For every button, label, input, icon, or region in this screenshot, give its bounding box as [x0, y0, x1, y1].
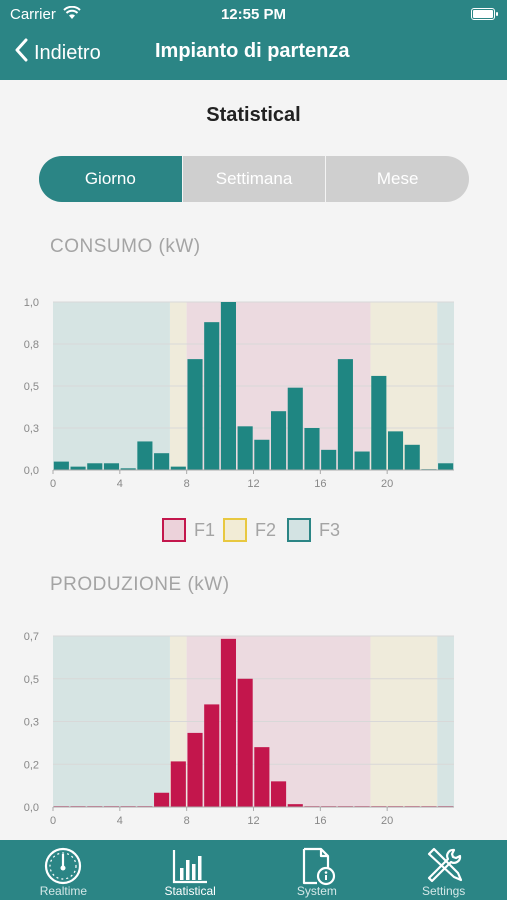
status-bar: Carrier 12:55 PM	[0, 0, 507, 30]
bar	[70, 466, 86, 470]
y-tick-label: 0,0	[24, 465, 39, 477]
bar	[170, 761, 186, 807]
tab-settings[interactable]: Settings	[380, 840, 507, 900]
y-tick-label: 0,5	[24, 674, 39, 686]
legend-swatch-f3	[287, 518, 311, 542]
bar	[254, 747, 270, 807]
wifi-icon	[63, 5, 81, 23]
consumo-chart: 0,0 0,3 0,5 0,8 1,0 0 4 8 12 16 20	[24, 297, 454, 490]
y-tick-label: 0,8	[24, 339, 39, 351]
bar	[170, 466, 186, 470]
y-tick-label: 0,7	[24, 631, 39, 643]
x-tick-label: 0	[50, 478, 56, 490]
back-label: Indietro	[34, 41, 101, 64]
bar	[103, 463, 120, 470]
x-tick-label: 4	[117, 815, 123, 827]
bar	[271, 411, 287, 470]
chevron-left-icon	[14, 38, 28, 68]
tools-icon	[424, 846, 464, 886]
bar	[154, 792, 170, 807]
bar	[404, 444, 420, 470]
tab-label-system: System	[296, 884, 337, 898]
carrier-label: Carrier	[10, 6, 56, 23]
bar	[371, 375, 387, 470]
segment-settimana[interactable]: Settimana	[181, 156, 326, 202]
bar	[120, 468, 136, 470]
back-button[interactable]: Indietro	[14, 38, 101, 68]
y-tick-label: 0,3	[24, 423, 39, 435]
y-tick-label: 0,2	[24, 759, 39, 771]
bar	[87, 463, 103, 470]
legend-swatch-f2	[223, 518, 247, 542]
bar	[237, 678, 253, 807]
consumo-chart-title: CONSUMO (kW)	[50, 236, 201, 257]
legend-item-f2: F2	[223, 515, 276, 545]
y-tick-label: 0,0	[24, 802, 39, 814]
tab-realtime[interactable]: Realtime	[0, 840, 127, 900]
tab-statistical[interactable]: Statistical	[127, 840, 254, 900]
bar	[254, 439, 270, 470]
x-tick-label: 20	[381, 478, 393, 490]
chart-legend: F1 F2 F3	[0, 515, 507, 545]
y-tick-label: 0,3	[24, 717, 39, 729]
tab-label-settings: Settings	[421, 884, 466, 898]
document-info-icon	[297, 846, 337, 886]
tab-label-statistical: Statistical	[164, 884, 216, 898]
bar-chart-icon	[170, 846, 210, 886]
bar	[237, 426, 253, 470]
y-tick-label: 0,5	[24, 381, 39, 393]
x-tick-label: 4	[117, 478, 123, 490]
x-tick-label: 0	[50, 815, 56, 827]
legend-swatch-f1	[162, 518, 186, 542]
x-tick-label: 16	[314, 815, 326, 827]
bar	[187, 359, 203, 470]
x-tick-label: 12	[247, 815, 259, 827]
legend-label-f2: F2	[255, 519, 277, 540]
legend-label-f3: F3	[319, 519, 341, 540]
status-time: 12:55 PM	[220, 6, 287, 23]
x-tick-label: 16	[314, 478, 326, 490]
period-segmented-control: Giorno Settimana Mese	[39, 156, 469, 202]
bar	[187, 732, 203, 807]
produzione-chart-title: PRODUZIONE (kW)	[50, 574, 230, 595]
bar	[287, 387, 303, 470]
bar	[337, 359, 353, 470]
bar	[204, 704, 220, 807]
segment-giorno[interactable]: Giorno	[39, 156, 182, 202]
bar	[137, 441, 153, 470]
legend-label-f1: F1	[194, 519, 216, 540]
bar	[220, 302, 236, 470]
bar	[271, 781, 287, 807]
x-tick-label: 8	[184, 815, 190, 827]
bar	[53, 461, 69, 470]
header-bar: Carrier 12:55 PM Indietro Impianto di pa…	[0, 0, 507, 80]
bar	[321, 449, 337, 470]
tab-label-realtime: Realtime	[39, 884, 88, 898]
bar	[354, 451, 370, 470]
legend-item-f3: F3	[287, 515, 340, 545]
nav-title: Impianto di partenza	[155, 40, 350, 62]
bar	[304, 428, 320, 470]
x-tick-label: 8	[184, 478, 190, 490]
bar	[220, 638, 236, 807]
bar	[154, 453, 170, 470]
legend-item-f1: F1	[162, 515, 215, 545]
tab-system[interactable]: System	[254, 840, 381, 900]
battery-icon	[471, 8, 498, 20]
bar	[287, 804, 303, 807]
produzione-chart: 0,0 0,2 0,3 0,5 0,7 0 4 8 12 16 20	[24, 631, 454, 827]
bar	[204, 322, 220, 470]
x-tick-label: 12	[247, 478, 259, 490]
gauge-icon	[43, 846, 83, 886]
page-title: Statistical	[206, 104, 301, 126]
bar	[387, 431, 404, 470]
tab-bar: Realtime Statistical System Settings	[0, 840, 507, 900]
y-tick-label: 1,0	[24, 297, 39, 309]
segment-mese[interactable]: Mese	[325, 156, 469, 202]
bar	[438, 463, 454, 470]
x-tick-label: 20	[381, 815, 393, 827]
